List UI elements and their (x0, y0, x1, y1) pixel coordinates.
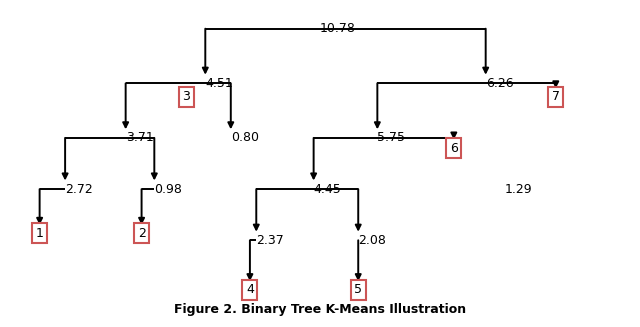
Text: 4: 4 (246, 283, 254, 296)
Text: 4.45: 4.45 (314, 182, 341, 196)
Text: 2.08: 2.08 (358, 234, 386, 247)
Text: 4.51: 4.51 (205, 77, 233, 90)
Text: 1.29: 1.29 (505, 182, 532, 196)
Text: 5: 5 (354, 283, 362, 296)
Text: 6.26: 6.26 (486, 77, 513, 90)
Text: 0.98: 0.98 (154, 182, 182, 196)
Text: 5.75: 5.75 (378, 131, 405, 145)
Text: 2: 2 (138, 227, 145, 240)
Text: 7: 7 (552, 91, 560, 103)
Text: Figure 2. Binary Tree K-Means Illustration: Figure 2. Binary Tree K-Means Illustrati… (174, 303, 466, 316)
Text: 2.72: 2.72 (65, 182, 93, 196)
Text: 1: 1 (36, 227, 44, 240)
Text: 3: 3 (182, 91, 190, 103)
Text: 2.37: 2.37 (256, 234, 284, 247)
Text: 0.80: 0.80 (231, 131, 259, 145)
Text: 6: 6 (450, 142, 458, 155)
Text: 10.78: 10.78 (320, 22, 356, 35)
Text: 3.71: 3.71 (125, 131, 154, 145)
